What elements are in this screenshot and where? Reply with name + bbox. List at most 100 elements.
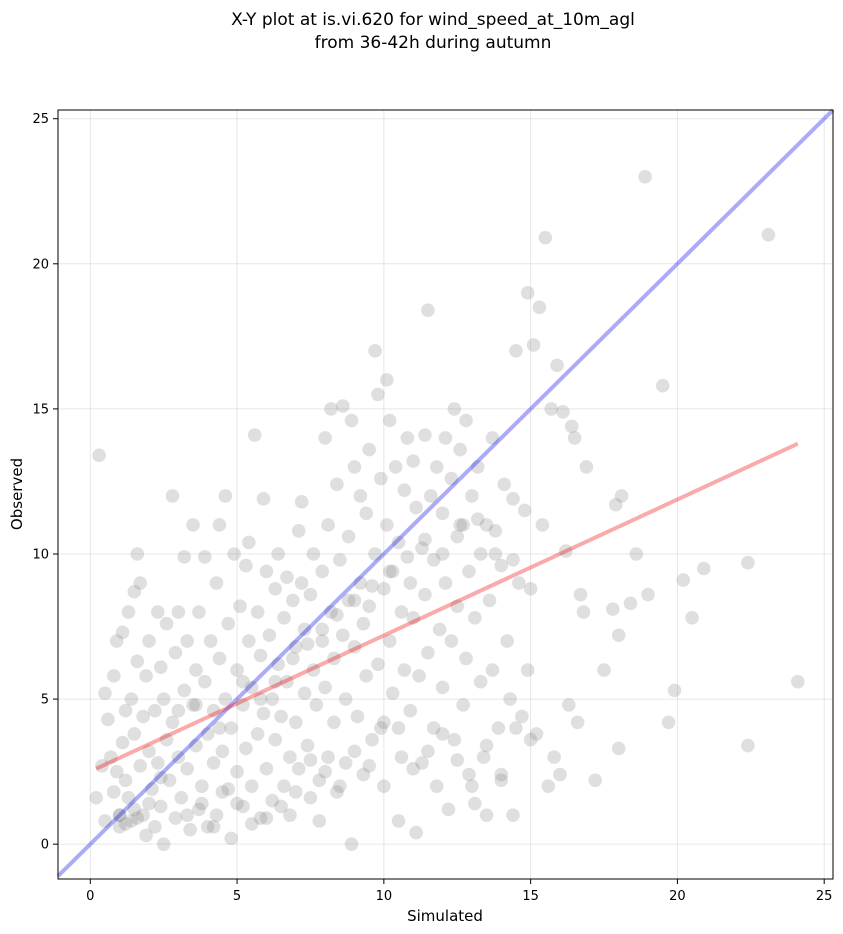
- data-point-151: [338, 756, 353, 770]
- data-point-78: [218, 489, 233, 503]
- data-point-176: [379, 373, 394, 387]
- data-point-199: [418, 428, 432, 442]
- data-point-89: [239, 558, 253, 573]
- data-point-212: [438, 576, 453, 590]
- data-point-108: [268, 732, 283, 747]
- axis-ticks: 0 5 10 15 20 25 0 5 10 15 20 25: [32, 112, 832, 904]
- data-point-58: [186, 698, 200, 712]
- data-point-223: [459, 651, 473, 666]
- data-point-198: [415, 756, 429, 770]
- data-point-68: [200, 819, 215, 834]
- data-point-96: [250, 605, 265, 619]
- data-point-186: [394, 750, 409, 764]
- data-point-31: [139, 828, 153, 843]
- data-point-203: [424, 489, 438, 503]
- data-point-179: [382, 413, 397, 428]
- data-point-228: [468, 796, 482, 811]
- data-point-152: [341, 529, 356, 544]
- data-point-142: [324, 402, 338, 416]
- data-point-216: [447, 402, 462, 416]
- data-point-67: [200, 727, 215, 741]
- data-point-245: [503, 692, 517, 706]
- data-point-91: [242, 634, 256, 648]
- data-point-118: [286, 593, 300, 608]
- data-point-317: [421, 744, 435, 759]
- data-point-138: [318, 680, 332, 695]
- data-point-40: [153, 799, 168, 814]
- data-point-193: [406, 611, 421, 625]
- data-point-95: [247, 428, 262, 442]
- data-point-263: [550, 358, 564, 373]
- data-point-337: [382, 564, 397, 579]
- data-point-292: [741, 738, 755, 753]
- data-point-114: [280, 570, 294, 585]
- data-point-248: [509, 344, 523, 358]
- data-point-204: [426, 721, 441, 735]
- data-point-344: [506, 552, 520, 567]
- y-tick-label-4: 20: [32, 257, 49, 272]
- data-point-132: [309, 698, 324, 712]
- data-point-220: [453, 442, 467, 457]
- data-point-144: [327, 715, 341, 730]
- data-point-157: [347, 460, 362, 474]
- data-point-8: [106, 785, 121, 799]
- data-point-150: [338, 692, 353, 706]
- data-point-134: [312, 814, 327, 828]
- data-point-265: [556, 404, 570, 419]
- data-point-83: [227, 547, 241, 561]
- data-point-145: [330, 785, 344, 799]
- grid-lines: [58, 110, 833, 879]
- data-point-43: [159, 732, 174, 747]
- data-point-253: [520, 663, 535, 677]
- data-point-156: [347, 640, 362, 654]
- data-point-264: [553, 767, 567, 782]
- data-point-326: [189, 698, 203, 712]
- data-point-237: [485, 431, 500, 445]
- data-point-147: [333, 552, 347, 567]
- data-point-27: [133, 759, 147, 773]
- chart-subtitle: from 36-42h during autumn: [315, 33, 552, 53]
- data-point-101: [256, 706, 271, 721]
- data-point-304: [230, 796, 244, 811]
- y-tick-label-3: 15: [32, 402, 49, 417]
- data-point-127: [300, 738, 315, 753]
- data-point-312: [347, 744, 362, 759]
- data-point-313: [362, 759, 376, 773]
- data-point-177: [379, 518, 394, 532]
- data-point-2: [95, 759, 109, 773]
- data-point-49: [168, 645, 183, 660]
- data-point-11: [112, 808, 127, 822]
- data-point-137: [318, 431, 332, 445]
- data-point-72: [209, 576, 224, 590]
- data-point-328: [236, 674, 250, 689]
- data-point-240: [491, 721, 506, 735]
- data-point-32: [142, 744, 156, 759]
- x-tick-label-4: 20: [669, 889, 686, 904]
- data-point-87: [236, 698, 250, 712]
- data-point-155: [344, 837, 359, 851]
- data-point-13: [115, 625, 130, 640]
- data-point-277: [608, 497, 623, 512]
- data-point-173: [374, 721, 388, 735]
- data-point-206: [429, 460, 444, 474]
- data-point-318: [435, 727, 450, 741]
- data-point-48: [168, 811, 183, 825]
- data-point-270: [570, 715, 585, 730]
- data-point-129: [303, 587, 318, 602]
- data-point-293: [761, 227, 776, 242]
- data-point-148: [335, 628, 350, 643]
- data-point-33: [142, 634, 156, 648]
- data-point-122: [291, 761, 306, 776]
- data-point-274: [588, 773, 603, 788]
- data-point-90: [239, 741, 253, 756]
- data-point-287: [667, 683, 682, 698]
- data-point-306: [259, 811, 274, 825]
- data-point-92: [242, 535, 256, 550]
- data-point-105: [265, 692, 280, 706]
- data-point-53: [177, 683, 192, 698]
- data-point-80: [221, 616, 236, 631]
- data-point-201: [421, 303, 435, 318]
- data-point-146: [330, 477, 344, 492]
- data-point-174: [377, 582, 391, 596]
- y-tick-label-2: 10: [32, 547, 49, 562]
